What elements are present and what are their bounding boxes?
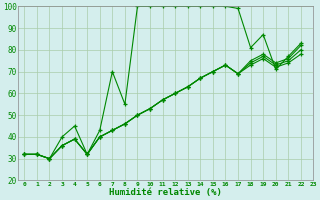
X-axis label: Humidité relative (%): Humidité relative (%) [109,188,222,197]
